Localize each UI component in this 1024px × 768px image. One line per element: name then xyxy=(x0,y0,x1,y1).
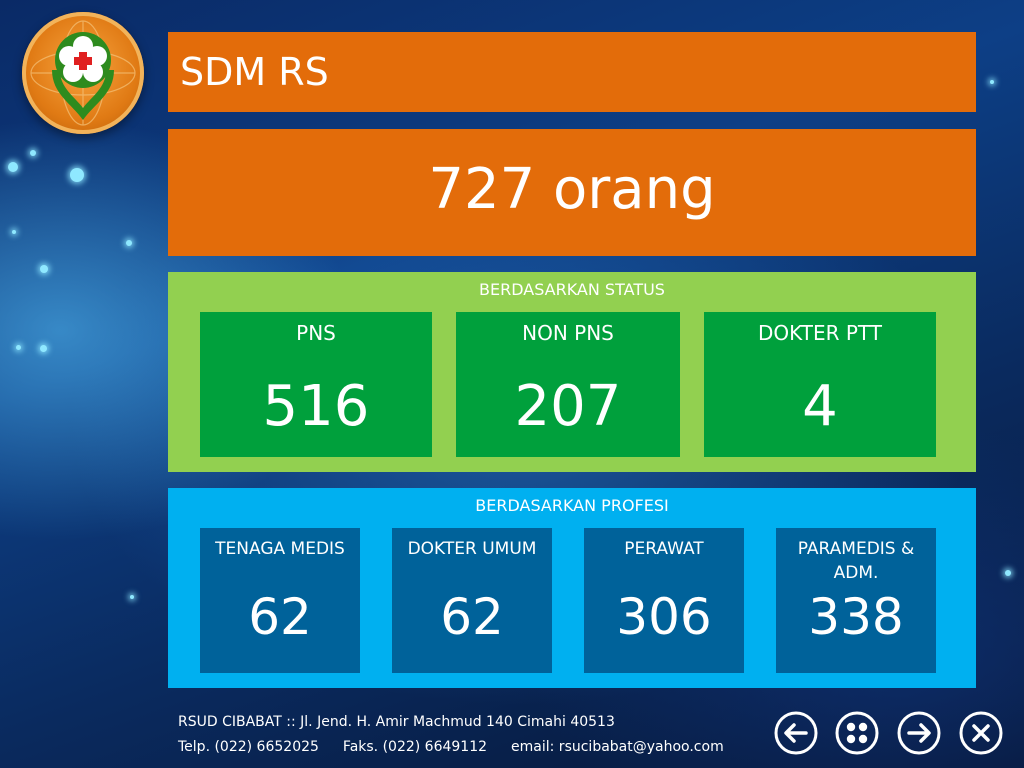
sparkle-dot xyxy=(70,168,84,182)
arrow-left-icon xyxy=(774,711,818,755)
sparkle-dot xyxy=(30,150,36,156)
profesi-card-perawat: PERAWAT 306 xyxy=(584,528,744,673)
card-label: DOKTER UMUM xyxy=(407,539,537,559)
card-value: 62 xyxy=(440,588,504,646)
page-title: SDM RS xyxy=(180,50,329,94)
card-value: 338 xyxy=(808,588,904,646)
sparkle-dot xyxy=(130,595,134,599)
footer-email: email: rsucibabat@yahoo.com xyxy=(511,739,724,755)
sparkle-dot xyxy=(12,230,16,234)
card-value: 207 xyxy=(514,374,622,439)
card-value: 306 xyxy=(616,588,712,646)
profesi-panel-title: BERDASARKAN PROFESI xyxy=(475,496,669,515)
menu-button[interactable] xyxy=(834,710,880,756)
status-panel: BERDASARKAN STATUS PNS 516 NON PNS 207 D… xyxy=(168,272,976,472)
total-count: 727 orang xyxy=(428,157,716,222)
sparkle-dot xyxy=(990,80,994,84)
footer-line-address: RSUD CIBABAT :: Jl. Jend. H. Amir Machmu… xyxy=(178,714,615,730)
status-panel-title: BERDASARKAN STATUS xyxy=(479,280,665,299)
profesi-card-dokter-umum: DOKTER UMUM 62 xyxy=(392,528,552,673)
card-label: NON PNS xyxy=(522,321,614,345)
profesi-panel: BERDASARKAN PROFESI TENAGA MEDIS 62 DOKT… xyxy=(168,488,976,688)
card-label: TENAGA MEDIS xyxy=(215,539,345,559)
sparkle-dot xyxy=(8,162,18,172)
footer-faks: Faks. (022) 6649112 xyxy=(342,739,488,755)
next-button[interactable] xyxy=(896,710,942,756)
card-value: 516 xyxy=(262,374,370,439)
footer-address: RSUD CIBABAT :: Jl. Jend. H. Amir Machmu… xyxy=(178,710,724,760)
card-value: 4 xyxy=(802,374,838,439)
footer-line-contact: Telp. (022) 6652025 Faks. (022) 6649112 em… xyxy=(178,735,724,760)
profesi-card-tenaga-medis: TENAGA MEDIS 62 xyxy=(200,528,360,673)
status-card-non-pns: NON PNS 207 xyxy=(456,312,680,457)
sparkle-dot xyxy=(1005,570,1011,576)
profesi-card-paramedis: PARAMEDIS & ADM. 338 xyxy=(776,528,936,673)
sparkle-dot xyxy=(40,265,48,273)
close-icon xyxy=(959,711,1003,755)
sparkle-dot xyxy=(126,240,132,246)
card-value: 62 xyxy=(248,588,312,646)
card-label: PARAMEDIS & ADM. xyxy=(797,539,915,583)
title-bar: SDM RS xyxy=(168,32,976,112)
prev-button[interactable] xyxy=(773,710,819,756)
footer-telp: Telp. (022) 6652025 xyxy=(178,739,319,755)
total-banner: 727 orang xyxy=(168,129,976,256)
status-card-pns: PNS 516 xyxy=(200,312,432,457)
sparkle-dot xyxy=(16,345,21,350)
arrow-right-icon xyxy=(897,711,941,755)
close-button[interactable] xyxy=(958,710,1004,756)
card-label: PNS xyxy=(296,321,336,345)
grid-icon xyxy=(835,711,879,755)
hospital-logo xyxy=(22,12,144,134)
status-card-dokter-ptt: DOKTER PTT 4 xyxy=(704,312,936,457)
sparkle-dot xyxy=(40,345,47,352)
card-label: DOKTER PTT xyxy=(758,321,882,345)
card-label: PERAWAT xyxy=(624,539,704,559)
